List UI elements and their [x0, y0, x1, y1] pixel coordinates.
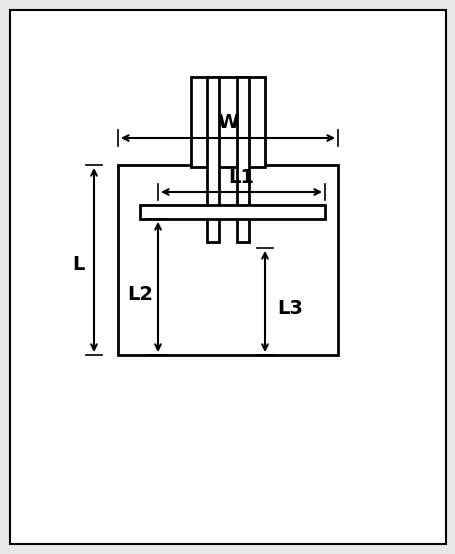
Bar	[118, 165, 337, 355]
Bar	[191, 77, 264, 167]
Text: L3: L3	[277, 299, 302, 317]
Bar	[207, 77, 218, 242]
Bar	[237, 77, 248, 242]
Text: L: L	[71, 255, 84, 274]
Bar	[140, 205, 324, 219]
Text: L2: L2	[127, 285, 153, 305]
Text: W: W	[217, 112, 238, 131]
Text: L1: L1	[228, 167, 253, 187]
